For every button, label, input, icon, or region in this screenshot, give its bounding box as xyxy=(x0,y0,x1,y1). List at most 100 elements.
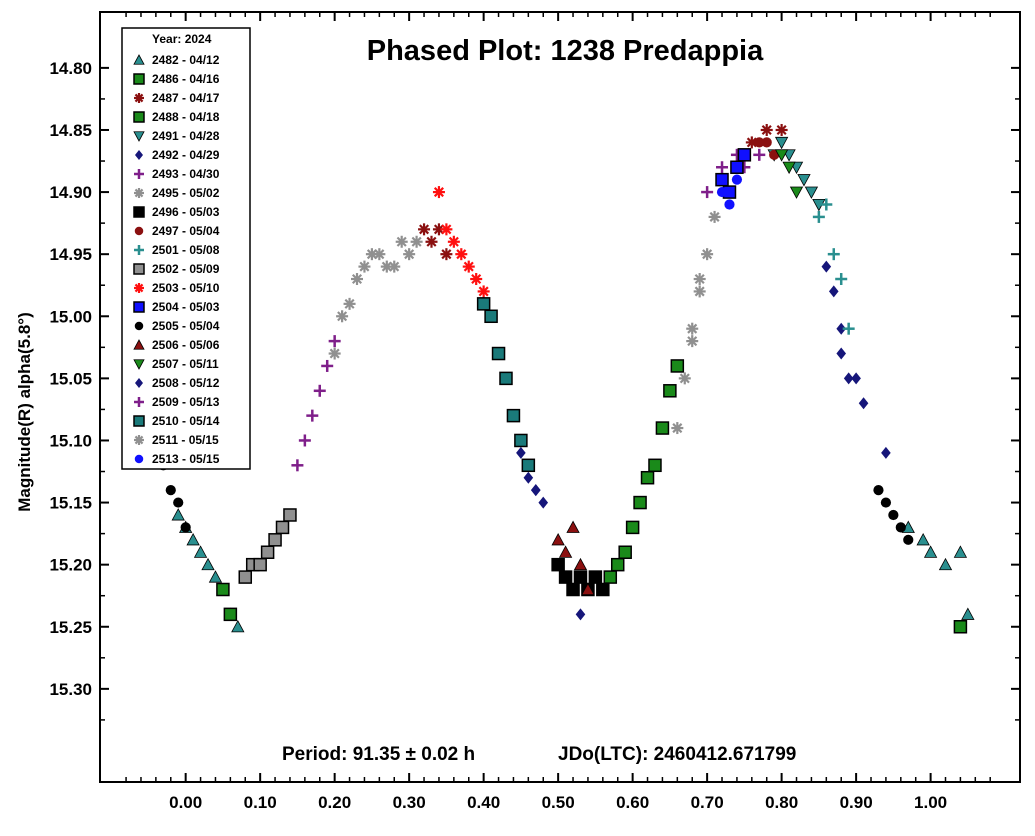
data-point xyxy=(953,545,968,558)
data-point xyxy=(821,260,832,273)
legend-marker xyxy=(133,54,145,65)
data-point xyxy=(566,520,580,533)
data-point xyxy=(678,372,691,385)
data-point xyxy=(455,248,468,261)
data-point xyxy=(618,545,632,559)
x-axis-ticks: 0.00 0.10 0.20 0.30 0.40 0.50 0.60 0.70 0.80 0.90… xyxy=(125,12,991,812)
data-point xyxy=(180,522,191,533)
data-point xyxy=(843,372,854,385)
data-point xyxy=(440,248,453,261)
data-point xyxy=(410,235,423,248)
legend-label: 2491 - 04/28 xyxy=(152,129,220,143)
data-point xyxy=(775,123,788,136)
data-point xyxy=(633,495,647,510)
data-point xyxy=(625,520,640,535)
data-point xyxy=(888,509,899,521)
data-point xyxy=(566,582,580,597)
legend-marker xyxy=(134,397,144,407)
data-point xyxy=(873,485,884,496)
data-point xyxy=(432,186,445,199)
data-point xyxy=(275,520,290,535)
legend-label: 2508 - 05/12 xyxy=(152,376,220,390)
data-point xyxy=(753,148,766,161)
legend-label: 2501 - 05/08 xyxy=(152,243,220,257)
data-point xyxy=(938,557,953,571)
data-point xyxy=(671,422,684,435)
plot-frame xyxy=(99,11,1021,783)
y-tick-label: 15.25 xyxy=(49,618,92,637)
data-point xyxy=(291,459,304,472)
legend-label: 2507 - 05/11 xyxy=(152,357,219,371)
data-point xyxy=(686,335,699,348)
legend-box xyxy=(121,27,251,470)
data-point xyxy=(715,172,729,187)
data-point xyxy=(640,470,655,485)
legend-label: 2502 - 05/09 xyxy=(152,262,220,276)
legend: Year: 2024 2482 - 04/12 2486 - 04/16 2487 … xyxy=(121,27,251,470)
x-tick-label: 0.30 xyxy=(393,793,426,812)
data-point xyxy=(321,359,334,372)
data-point xyxy=(216,582,230,597)
data-point xyxy=(516,446,526,459)
legend-marker xyxy=(133,111,145,123)
legend-marker xyxy=(135,150,143,160)
x-tick-label: 0.90 xyxy=(840,793,873,812)
data-point xyxy=(336,310,349,323)
legend-marker xyxy=(133,301,145,313)
legend-items: 2482 - 04/12 2486 - 04/16 2487 - 04/17 2488… xyxy=(133,53,220,466)
legend-label: 2487 - 04/17 xyxy=(152,91,220,105)
data-point xyxy=(558,545,573,558)
legend-label: 2505 - 05/04 xyxy=(152,319,220,333)
data-point xyxy=(754,137,765,148)
legend-marker xyxy=(134,169,144,179)
data-point xyxy=(701,186,714,199)
data-point xyxy=(538,496,549,509)
legend-marker xyxy=(134,93,144,103)
data-point xyxy=(253,557,267,572)
data-point xyxy=(193,545,208,558)
legend-label: 2488 - 04/18 xyxy=(152,110,220,124)
data-point xyxy=(596,582,610,597)
data-point xyxy=(724,199,735,210)
y-tick-label: 15.30 xyxy=(49,680,92,699)
data-point xyxy=(328,335,341,348)
data-point xyxy=(881,446,891,459)
data-point xyxy=(358,260,371,273)
data-point xyxy=(693,273,706,286)
data-point xyxy=(880,497,892,508)
legend-label: 2509 - 05/13 xyxy=(152,395,220,409)
x-tick-label: 0.10 xyxy=(244,793,277,812)
data-point xyxy=(842,322,855,335)
data-point xyxy=(648,458,662,473)
data-point xyxy=(851,372,861,385)
period-annotation: Period: 91.35 ± 0.02 h xyxy=(282,744,475,765)
data-point xyxy=(173,497,184,508)
y-tick-label: 15.05 xyxy=(49,369,92,388)
x-tick-label: 0.70 xyxy=(691,793,724,812)
data-point xyxy=(171,508,185,521)
data-point xyxy=(797,174,811,187)
legend-label: 2493 - 04/30 xyxy=(152,167,220,181)
data-point xyxy=(916,532,930,546)
legend-marker xyxy=(133,339,145,350)
data-point xyxy=(953,620,968,634)
data-point xyxy=(716,161,729,174)
data-point xyxy=(761,137,772,148)
legend-marker xyxy=(134,321,144,331)
data-point xyxy=(476,297,491,311)
data-point xyxy=(737,148,752,162)
data-point xyxy=(923,545,938,558)
data-point xyxy=(693,285,706,298)
data-point xyxy=(782,161,796,175)
data-point xyxy=(395,235,408,248)
legend-label: 2486 - 04/16 xyxy=(152,72,220,86)
y-tick-label: 14.85 xyxy=(49,121,92,140)
legend-marker xyxy=(134,435,144,445)
data-point xyxy=(470,273,483,286)
data-point xyxy=(573,570,588,584)
x-tick-label: 0.50 xyxy=(542,793,575,812)
legend-label: 2492 - 04/29 xyxy=(152,148,220,162)
y-tick-label: 15.00 xyxy=(49,307,92,326)
data-point xyxy=(895,522,906,533)
data-point xyxy=(820,198,833,211)
